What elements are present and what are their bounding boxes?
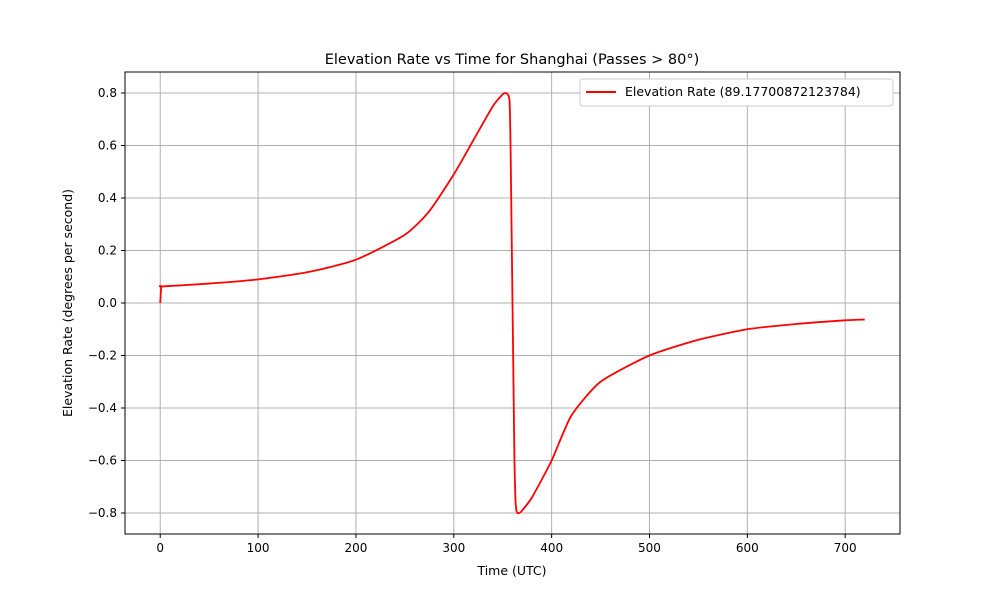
x-tick-label: 200 (344, 541, 367, 555)
chart-title: Elevation Rate vs Time for Shanghai (Pas… (325, 52, 700, 68)
legend-box (579, 78, 894, 107)
series-layer (158, 92, 865, 515)
tick-layer: 0 100 200 300 400 500 600 700 −0.8 −0.6 −0.4 −0.2 0.… (88, 86, 857, 555)
legend: Elevation Rate (89.17700872123784) (579, 78, 894, 107)
y-tick-label: 0.6 (98, 139, 117, 153)
y-tick-label: −0.8 (88, 506, 117, 520)
x-tick-label: 100 (247, 541, 270, 555)
y-tick-label: 0.0 (98, 296, 117, 310)
y-tick-label: −0.2 (88, 349, 117, 363)
x-tick-label: 0 (156, 541, 164, 555)
y-tick-label: 0.8 (98, 86, 117, 100)
y-tick-label: 0.4 (98, 191, 117, 205)
y-axis-label: Elevation Rate (degrees per second) (60, 189, 75, 417)
x-tick-label: 400 (540, 541, 563, 555)
x-tick-label: 500 (638, 541, 661, 555)
y-tick-label: 0.2 (98, 244, 117, 258)
series-line (158, 92, 865, 515)
x-tick-label: 700 (834, 541, 857, 555)
y-tick-label: −0.6 (88, 454, 117, 468)
x-tick-label: 300 (442, 541, 465, 555)
y-tick-label: −0.4 (88, 401, 117, 415)
x-tick-label: 600 (736, 541, 759, 555)
x-axis-label: Time (UTC) (476, 563, 546, 578)
legend-label: Elevation Rate (89.17700872123784) (625, 84, 861, 99)
